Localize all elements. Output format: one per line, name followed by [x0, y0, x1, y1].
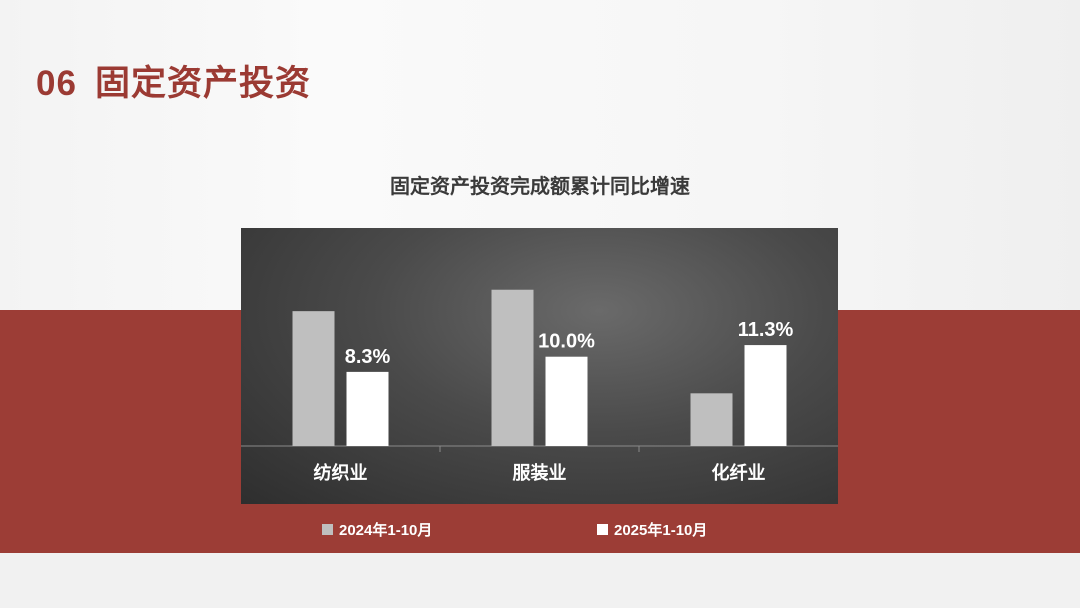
- bar-2025: [346, 371, 389, 446]
- legend-label-2025: 2025年1-10月: [614, 522, 708, 539]
- slide-number: 06: [36, 64, 77, 103]
- bar-2025: [545, 356, 588, 446]
- x-tick-label: 服装业: [513, 462, 567, 483]
- legend-swatch-2025: [597, 524, 608, 535]
- background-bottom: [0, 553, 1080, 608]
- legend-item-2024: 2024年1-10月: [322, 519, 432, 540]
- data-label: 8.3%: [345, 346, 391, 368]
- bar-2025: [744, 345, 787, 446]
- legend-label-2024: 2024年1-10月: [339, 522, 433, 539]
- x-tick-label: 化纤业: [712, 462, 766, 483]
- legend-swatch-2024: [322, 524, 333, 535]
- chart-title: 固定资产投资完成额累计同比增速: [390, 176, 690, 198]
- bar-chart: 纺织业 8.3% 服装业 10.0% 化纤业 11.3%: [241, 289, 838, 483]
- chart-plot-area: 纺织业 8.3% 服装业 10.0% 化纤业 11.3%: [241, 228, 838, 504]
- bar-2024: [690, 393, 733, 446]
- slide-title-text: 固定资产投资: [94, 64, 311, 103]
- data-label: 11.3%: [738, 319, 794, 341]
- bar-2024: [292, 311, 335, 446]
- bar-2024: [491, 289, 534, 446]
- legend-item-2025: 2025年1-10月: [597, 519, 707, 540]
- data-label: 10.0%: [538, 331, 595, 353]
- slide-title: 06 固定资产投资: [36, 55, 329, 106]
- x-tick-label: 纺织业: [314, 462, 368, 483]
